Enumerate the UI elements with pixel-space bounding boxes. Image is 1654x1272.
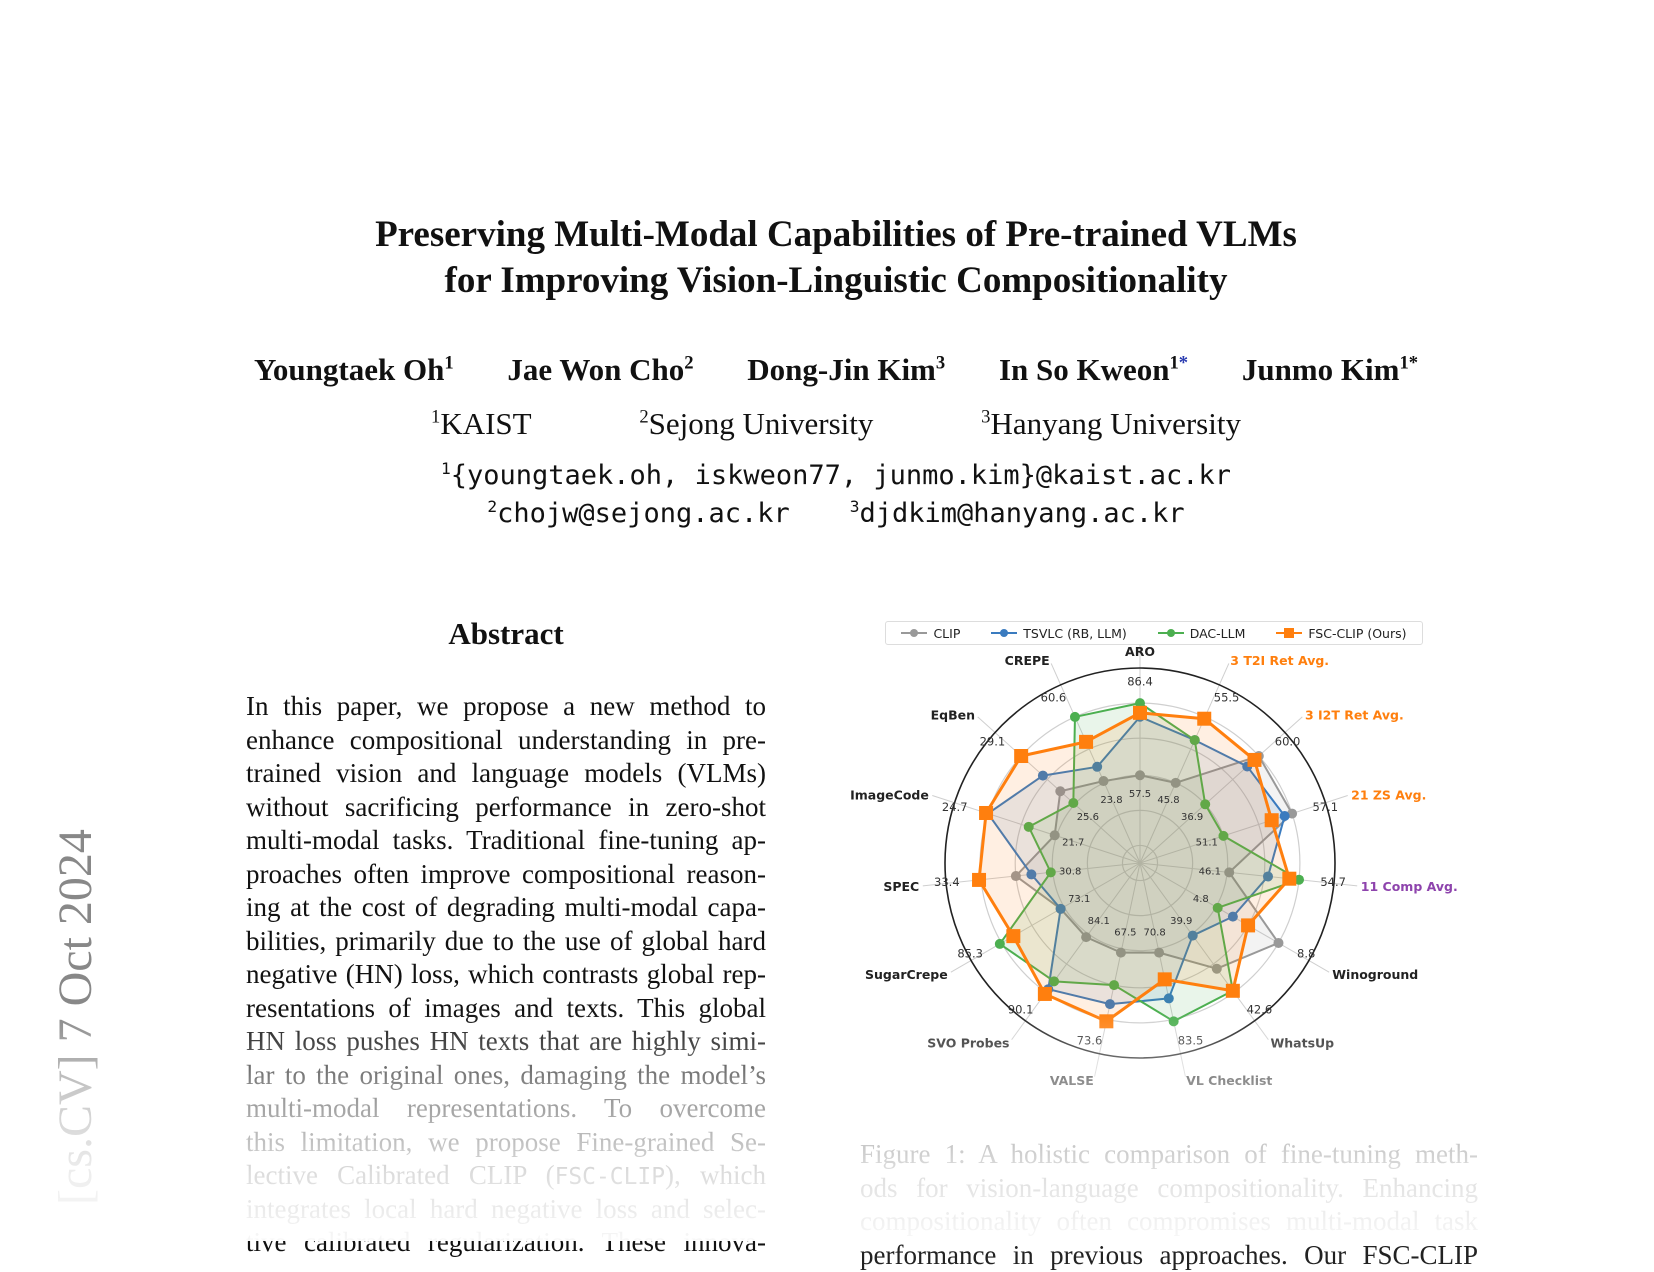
data-point: [1197, 712, 1211, 726]
axis-label: 3 I2T Ret Avg.: [1305, 707, 1404, 722]
max-value-label: 85.3: [957, 947, 983, 961]
axis-label: Winoground: [1332, 967, 1418, 982]
max-value-label: 55.5: [1214, 690, 1240, 704]
data-point: [972, 873, 986, 887]
data-point: [1241, 918, 1255, 932]
data-point: [1273, 938, 1283, 948]
axis-label: 21 ZS Avg.: [1351, 787, 1426, 802]
axis-label: 11 Comp Avg.: [1361, 879, 1458, 894]
data-point: [1070, 712, 1080, 722]
min-value-label: 23.8: [1100, 795, 1122, 806]
axis-label: ARO: [1125, 644, 1155, 659]
data-point: [1079, 735, 1093, 749]
axis-label: VALSE: [1050, 1073, 1094, 1088]
axis-label: 3 T2I Ret Avg.: [1230, 653, 1329, 668]
axis-label: CREPE: [1005, 653, 1050, 668]
max-value-label: 33.4: [934, 875, 960, 889]
min-value-label: 73.1: [1068, 894, 1090, 905]
data-point: [1133, 706, 1147, 720]
radar-chart: ARO 86.4 57.5 3 T2I Ret Avg. 55.5 45.8 3 I2T R…: [0, 0, 1654, 1241]
max-value-label: 83.5: [1178, 1033, 1204, 1047]
data-point: [1282, 872, 1296, 886]
max-value-label: 86.4: [1127, 675, 1153, 689]
data-point: [1038, 987, 1052, 1001]
caption-line: performance in previous approaches. Our …: [860, 1239, 1478, 1272]
min-value-label: 67.5: [1114, 928, 1136, 939]
max-value-label: 60.6: [1041, 690, 1067, 704]
axis-label: EqBen: [931, 707, 975, 722]
min-value-label: 46.1: [1199, 866, 1221, 877]
min-value-label: 57.5: [1129, 789, 1151, 800]
data-point: [1158, 972, 1172, 986]
data-point: [1099, 1014, 1113, 1028]
caption-line: Figure 1: A holistic comparison of fine-…: [860, 1138, 1478, 1172]
data-point: [1247, 753, 1261, 767]
axis-label: ImageCode: [850, 787, 929, 802]
max-value-label: 90.1: [1008, 1003, 1034, 1017]
max-value-label: 60.0: [1275, 735, 1301, 749]
data-point: [1014, 749, 1028, 763]
min-value-label: 45.8: [1157, 795, 1179, 806]
min-value-label: 51.1: [1196, 837, 1218, 848]
axis-label: SPEC: [883, 879, 919, 894]
min-value-label: 21.7: [1062, 837, 1084, 848]
data-point: [1280, 811, 1290, 821]
max-value-label: 8.8: [1297, 947, 1315, 961]
max-value-label: 24.7: [942, 800, 968, 814]
data-point: [1226, 984, 1240, 998]
axis-label: SugarCrepe: [865, 967, 948, 982]
max-value-label: 54.7: [1320, 875, 1346, 889]
min-value-label: 70.8: [1143, 928, 1165, 939]
axis-label: WhatsUp: [1270, 1036, 1334, 1051]
min-value-label: 25.6: [1077, 812, 1099, 823]
caption-line: compositionality often compromises multi…: [860, 1205, 1478, 1239]
data-point: [1265, 813, 1279, 827]
min-value-label: 39.9: [1170, 916, 1192, 927]
min-value-label: 84.1: [1088, 916, 1110, 927]
data-point: [1169, 1016, 1179, 1026]
data-point: [979, 806, 993, 820]
data-point: [995, 939, 1005, 949]
max-value-label: 29.1: [980, 735, 1006, 749]
max-value-label: 42.6: [1247, 1003, 1273, 1017]
axis-label: SVO Probes: [927, 1036, 1009, 1051]
min-value-label: 4.8: [1193, 894, 1209, 905]
max-value-label: 57.1: [1312, 800, 1338, 814]
data-point: [1006, 929, 1020, 943]
figure-caption: Figure 1: A holistic comparison of fine-…: [860, 1138, 1478, 1272]
caption-line: ods for vision-language compositionality…: [860, 1172, 1478, 1206]
axis-label: VL Checklist: [1186, 1073, 1272, 1088]
max-value-label: 73.6: [1077, 1033, 1103, 1047]
min-value-label: 30.8: [1059, 866, 1081, 877]
min-value-label: 36.9: [1181, 812, 1203, 823]
